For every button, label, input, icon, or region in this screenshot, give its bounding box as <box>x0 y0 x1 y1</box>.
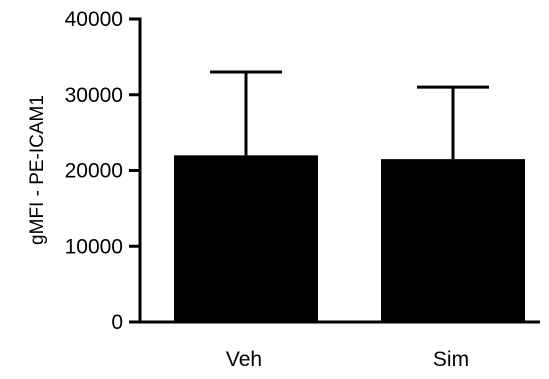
error-bars <box>210 70 489 160</box>
bars <box>174 155 525 322</box>
bar-veh <box>174 155 318 322</box>
y-tick-label: 40000 <box>65 8 123 31</box>
bar-sim <box>381 159 525 322</box>
y-ticks: 0 10000 20000 30000 40000 <box>65 8 140 334</box>
y-tick-label: 0 <box>111 311 123 334</box>
x-tick-labels: Veh Sim <box>226 348 469 371</box>
x-tick-label: Veh <box>226 348 262 371</box>
y-tick-label: 30000 <box>65 84 123 107</box>
y-tick-label: 10000 <box>65 235 123 258</box>
y-tick-label: 20000 <box>65 160 123 183</box>
x-tick-label: Sim <box>433 348 469 371</box>
y-axis-title: gMFI - PE-ICAM1 <box>27 95 48 245</box>
